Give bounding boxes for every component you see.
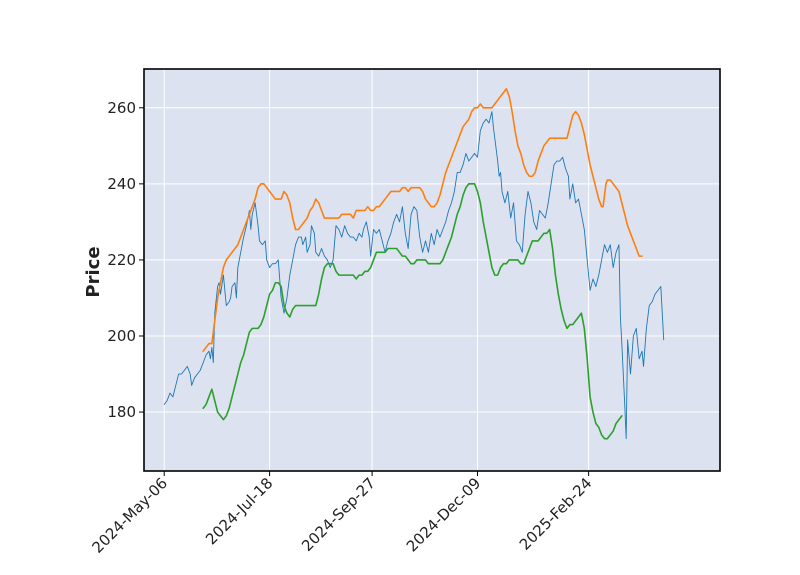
x-tick-label: 2024-Dec-09 <box>403 474 484 555</box>
x-axis: 2024-May-06 2024-Jul-18 2024-Sep-27 2024-De… <box>88 471 595 557</box>
y-tick-label: 240 <box>107 175 136 193</box>
x-tick-label: 2024-May-06 <box>88 474 171 557</box>
y-tick-label: 260 <box>107 99 136 117</box>
y-tick-label: 180 <box>107 403 136 421</box>
y-axis-title: Price <box>83 246 104 297</box>
x-tick-label: 2025-Feb-24 <box>516 474 596 554</box>
y-axis: 180 200 220 240 260 <box>107 99 144 421</box>
x-tick-label: 2024-Jul-18 <box>202 474 276 548</box>
x-tick-label: 2024-Sep-27 <box>298 474 379 555</box>
series-line-1 <box>163 111 665 440</box>
gridlines <box>144 69 720 471</box>
y-tick-label: 220 <box>107 251 136 269</box>
y-tick-label: 200 <box>107 327 136 345</box>
series-line-2 <box>202 87 643 352</box>
plot-background <box>144 69 720 471</box>
series-line-3 <box>202 183 623 440</box>
plot-frame <box>143 68 721 472</box>
series-lines <box>163 87 665 440</box>
